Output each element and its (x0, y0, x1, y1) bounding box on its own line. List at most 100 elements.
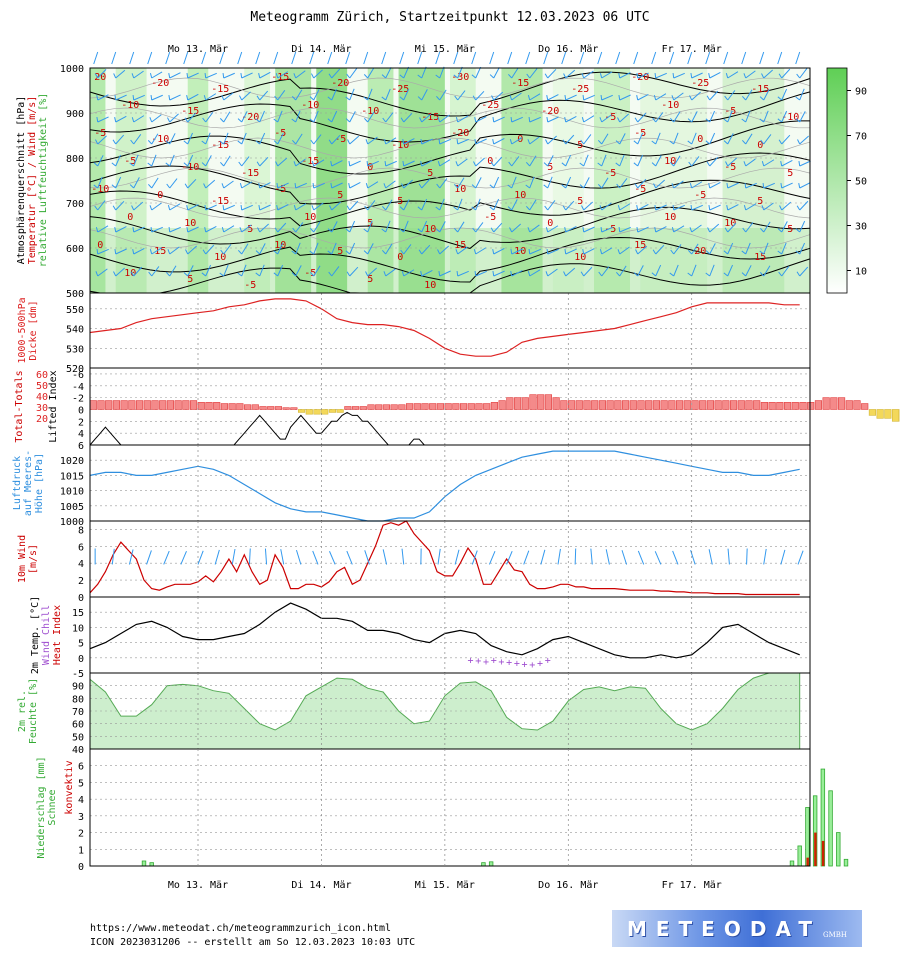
wind-barb (529, 116, 541, 123)
wind-barb (187, 178, 197, 189)
colorbar-tick-label: 70 (855, 132, 867, 143)
contour-label: -25 (481, 100, 499, 111)
wind-barb-flag (255, 118, 261, 123)
wind-barb (799, 135, 810, 145)
footer-url[interactable]: https://www.meteodat.ch/meteogrammzurich… (90, 923, 392, 934)
wind-barb-flag (761, 161, 765, 167)
lifted-index-bar (197, 402, 205, 410)
wind-barb (493, 116, 505, 123)
wind-barb-flag (492, 270, 495, 277)
wind-barb (799, 200, 809, 211)
wind-barb-flag (418, 183, 423, 189)
wind-barb-flag (651, 140, 657, 145)
wind-barb (493, 156, 503, 167)
wind-barb (169, 113, 179, 123)
wind-barb (349, 160, 361, 167)
contour-label: -15 (211, 196, 229, 207)
wind-barb (511, 67, 519, 79)
wind-barb-flag (438, 138, 441, 145)
contour-label: 10 (184, 218, 196, 229)
wind-barb-flag (150, 94, 153, 101)
contour-label: 5 (367, 274, 373, 285)
pressure-ytick-label: 1015 (60, 471, 84, 482)
wind-barb (277, 90, 286, 101)
wind-barb (151, 266, 160, 277)
wind-barb-flag (456, 138, 459, 145)
windchill-point: + (522, 659, 528, 670)
thickness-ytick-label: 530 (66, 344, 84, 355)
wind-barb (223, 155, 231, 167)
wind-barb (673, 155, 681, 167)
wind-barb (655, 112, 664, 123)
wind-barb (619, 226, 631, 233)
wind-barb (313, 89, 320, 101)
wind10-arrow (111, 548, 115, 565)
wind-barb (151, 247, 163, 255)
lifted-index-bar (768, 402, 776, 410)
wind-barb-flag (453, 227, 459, 233)
wind-barb-flag (705, 250, 711, 255)
pressure-ylabel: Höhe [hPa] (34, 453, 45, 513)
wind-barb (619, 133, 626, 145)
wind-barb-flag (777, 250, 783, 255)
wind-barb (385, 268, 396, 277)
wind-barb (331, 242, 337, 255)
lifted-index-bar (868, 409, 877, 416)
wind-barb-flag (725, 73, 729, 79)
wind-barb (673, 92, 684, 101)
wind-barb-flag (723, 140, 729, 145)
wind10-arrow (280, 549, 285, 565)
wind10-arrow (364, 550, 370, 565)
wind-barb-flag (186, 95, 189, 101)
wind-barb (331, 134, 341, 145)
wind-barb-flag (273, 250, 279, 255)
wind10-arrow (163, 550, 170, 565)
lifted-index-bar (560, 400, 568, 410)
wind-barb-flag (238, 161, 243, 167)
wind-barb (151, 154, 157, 167)
wind-barb-flag (345, 118, 351, 123)
wind-barb (295, 182, 307, 189)
cs-ytick-label: 1000 (60, 64, 84, 75)
wind-barb-flag (437, 161, 441, 167)
lifted-index-bar (799, 402, 807, 410)
wind-barb (277, 157, 288, 167)
wind10-arrow (329, 551, 336, 565)
wind-barb-flag (309, 250, 315, 255)
wind-barb (133, 154, 139, 167)
wind-barb (457, 115, 469, 123)
contour-label: -10 (661, 100, 679, 111)
lifted-ytick-label: -2 (72, 394, 84, 405)
wind-barb-flag (221, 183, 225, 189)
wind-barb (187, 93, 199, 101)
convective-bar (806, 857, 809, 866)
wind-barb (331, 221, 338, 233)
lifted-index-bar (143, 400, 151, 410)
cs-ylabel: Atmosphärenquerschnitt [hPa] (16, 96, 27, 265)
wind-barb-flag (561, 184, 567, 189)
wind-barb-flag (168, 226, 171, 233)
wind-barb (691, 91, 701, 101)
rh2m-ytick-label: 50 (72, 732, 84, 743)
wind-barb (367, 267, 378, 277)
wind-barb-flag (777, 228, 783, 233)
contour-label: -5 (124, 156, 136, 167)
wind-barb (475, 116, 487, 123)
wind-barb-flag (690, 72, 693, 79)
wind10-ylabel: 10m Wind (17, 535, 28, 583)
wind-barb (709, 110, 716, 123)
wind-barb-flag (455, 117, 459, 123)
wind-barb (601, 114, 612, 123)
wind-barb (295, 110, 301, 123)
wind-barb-top (93, 51, 99, 65)
wind10-arrow (128, 549, 134, 565)
wind-barb-flag (237, 140, 243, 145)
wind-barb (547, 225, 559, 233)
wind-barb (583, 248, 595, 255)
contour-label: 15 (634, 240, 646, 251)
wind-barb-flag (723, 250, 729, 255)
wind-barb (97, 268, 108, 277)
wind-barb (691, 156, 700, 167)
wind-barb (331, 266, 340, 277)
